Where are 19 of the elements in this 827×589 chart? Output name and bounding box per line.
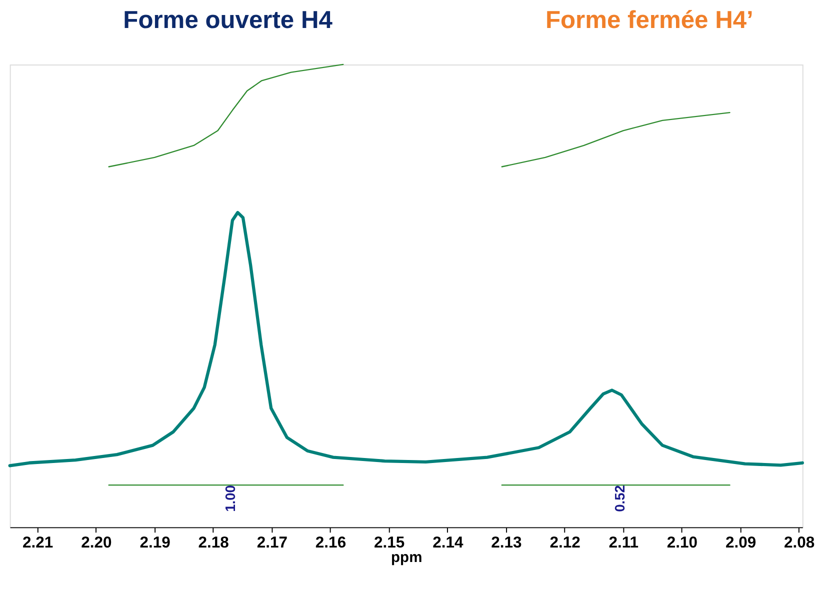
x-tick-label: 2.13 [491,534,522,552]
x-tick-label: 2.21 [22,534,54,552]
x-tick-label: 2.18 [198,534,230,552]
x-tick-label: 2.19 [140,534,171,552]
x-tick-label: 2.10 [666,534,698,552]
x-tick-label: 2.11 [608,534,639,552]
x-tick-label: 2.08 [784,534,815,552]
text: Forme fermée H4’ [545,7,754,34]
x-tick-label: 2.17 [256,534,288,552]
x-tick-label: 2.12 [550,534,581,552]
x-tick-label: 2.14 [432,534,464,552]
x-tick-label: 2.20 [81,534,112,552]
text: Forme ouverte H4 [123,7,333,34]
x-tick-label: 2.15 [374,534,405,552]
x-tick-label: 2.16 [315,534,346,552]
annotation: 1.00 [222,484,238,512]
annotation: 0.52 [612,484,628,512]
x-axis-title: ppm [391,550,422,566]
x-tick-label: 2.09 [725,534,756,552]
